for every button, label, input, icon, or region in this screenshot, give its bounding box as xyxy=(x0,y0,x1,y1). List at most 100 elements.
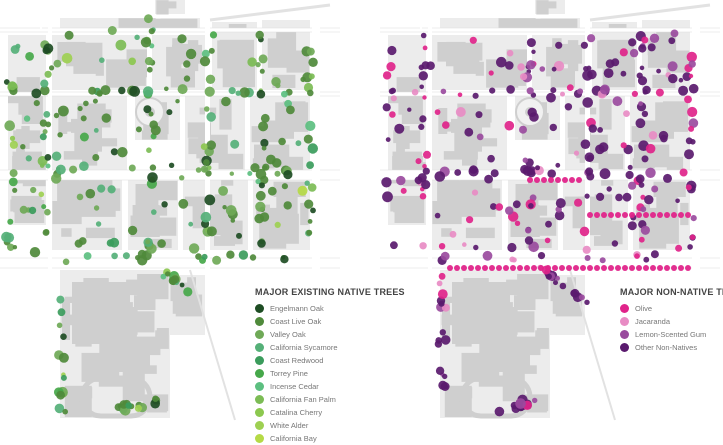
tree xyxy=(201,49,210,58)
tree xyxy=(129,86,141,97)
building xyxy=(514,295,536,310)
tree xyxy=(83,100,89,107)
tree xyxy=(638,101,643,106)
native-tree-dots xyxy=(1,14,318,416)
tree xyxy=(283,201,292,210)
track xyxy=(459,375,533,419)
tree xyxy=(175,99,180,104)
legend-item: White Alder xyxy=(255,419,405,432)
tree xyxy=(577,88,584,95)
tree xyxy=(526,60,536,70)
tree xyxy=(578,294,585,301)
tree xyxy=(275,82,281,89)
tree xyxy=(484,174,493,184)
tree xyxy=(150,125,161,136)
tree xyxy=(206,112,216,122)
building xyxy=(157,205,168,216)
building xyxy=(521,130,548,140)
tree xyxy=(9,140,18,149)
tree xyxy=(53,112,60,119)
tree xyxy=(280,255,289,264)
tree xyxy=(201,253,208,260)
building xyxy=(478,376,512,387)
tree xyxy=(422,164,427,169)
building xyxy=(252,158,275,169)
tree xyxy=(650,250,659,259)
tree xyxy=(111,252,118,260)
tree xyxy=(643,256,650,263)
tree xyxy=(160,273,167,280)
tree xyxy=(185,48,197,60)
tree xyxy=(588,124,597,133)
tree xyxy=(419,193,427,200)
tree xyxy=(382,191,393,203)
legend-swatch xyxy=(620,343,629,352)
building xyxy=(649,160,683,167)
tree xyxy=(93,205,100,211)
tree xyxy=(650,212,656,218)
tree xyxy=(149,164,157,171)
legend-item: Lemon-Scented Gum xyxy=(620,328,723,341)
tree xyxy=(157,239,166,248)
tree xyxy=(684,95,692,104)
tree xyxy=(546,92,556,103)
tree xyxy=(407,107,412,112)
tree xyxy=(545,220,552,228)
street xyxy=(312,0,320,270)
tree xyxy=(615,193,623,202)
building xyxy=(441,228,452,237)
tree xyxy=(515,398,526,409)
tree xyxy=(400,187,407,194)
tree xyxy=(586,172,595,181)
street xyxy=(692,0,700,270)
tree xyxy=(310,207,316,214)
tree xyxy=(631,90,638,97)
tree xyxy=(205,74,216,85)
tree xyxy=(619,48,628,57)
tree xyxy=(509,256,516,263)
tree xyxy=(257,239,266,248)
tree xyxy=(685,137,693,145)
legend-label: California Fan Palm xyxy=(270,395,336,404)
building xyxy=(540,18,578,30)
building xyxy=(95,61,104,76)
tree xyxy=(579,226,590,237)
tree xyxy=(643,212,649,218)
tree xyxy=(53,59,62,68)
legend-swatch xyxy=(255,356,264,365)
tree xyxy=(524,265,530,271)
tree xyxy=(58,105,69,117)
building xyxy=(126,279,145,296)
tree xyxy=(507,242,517,253)
legend-item: California Sycamore xyxy=(255,341,405,354)
legend-item: Valley Oak xyxy=(255,328,405,341)
building xyxy=(267,38,287,68)
tree xyxy=(28,206,37,215)
tree xyxy=(622,192,632,202)
building xyxy=(552,44,582,64)
building xyxy=(537,205,548,216)
building xyxy=(98,376,132,387)
legend-label: Jacaranda xyxy=(635,317,671,326)
tree xyxy=(12,187,18,193)
building xyxy=(134,295,156,310)
tree xyxy=(667,61,678,72)
building xyxy=(18,99,34,115)
building xyxy=(439,122,462,132)
street xyxy=(380,28,720,32)
tree xyxy=(222,205,227,210)
tree xyxy=(615,212,621,218)
tree xyxy=(648,131,658,140)
tree xyxy=(168,162,175,168)
tree xyxy=(649,33,660,43)
tree xyxy=(688,125,695,132)
tree xyxy=(555,275,560,281)
legend-swatch xyxy=(255,369,264,378)
tree xyxy=(599,168,611,180)
legend-item: Other Non-Natives xyxy=(620,341,723,354)
tree xyxy=(77,105,83,112)
tree xyxy=(634,253,640,259)
legend-swatch xyxy=(255,330,264,339)
building xyxy=(656,31,675,39)
tree xyxy=(107,185,116,194)
